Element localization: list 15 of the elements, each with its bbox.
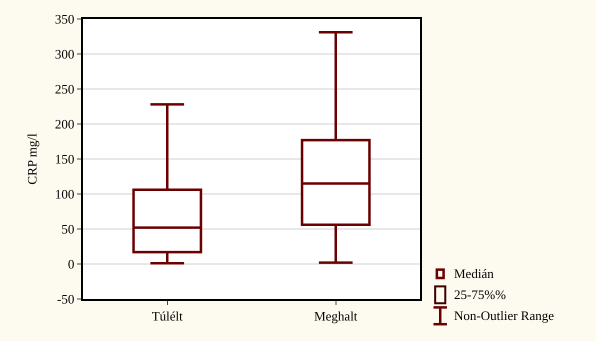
text: 25-75%% xyxy=(454,287,506,302)
y-tick-label: 150 xyxy=(54,152,74,167)
y-tick-label: 300 xyxy=(54,46,74,62)
text: Non-Outlier Range xyxy=(454,308,554,323)
x-tick-label: Meghalt xyxy=(314,308,358,324)
y-tick-label: -50 xyxy=(57,292,74,307)
y-tick-label: 0 xyxy=(68,256,74,272)
y-tick-label: 250 xyxy=(54,82,74,97)
y-tick-label: 200 xyxy=(54,116,74,132)
x-tick-label: Túlélt xyxy=(152,308,184,324)
y-axis-title: CRP mg/l xyxy=(24,133,40,185)
y-tick-label: 100 xyxy=(54,186,74,202)
y-tick-label: 350 xyxy=(54,12,74,27)
text: Medián xyxy=(454,266,494,281)
y-tick-label: 50 xyxy=(61,222,74,237)
